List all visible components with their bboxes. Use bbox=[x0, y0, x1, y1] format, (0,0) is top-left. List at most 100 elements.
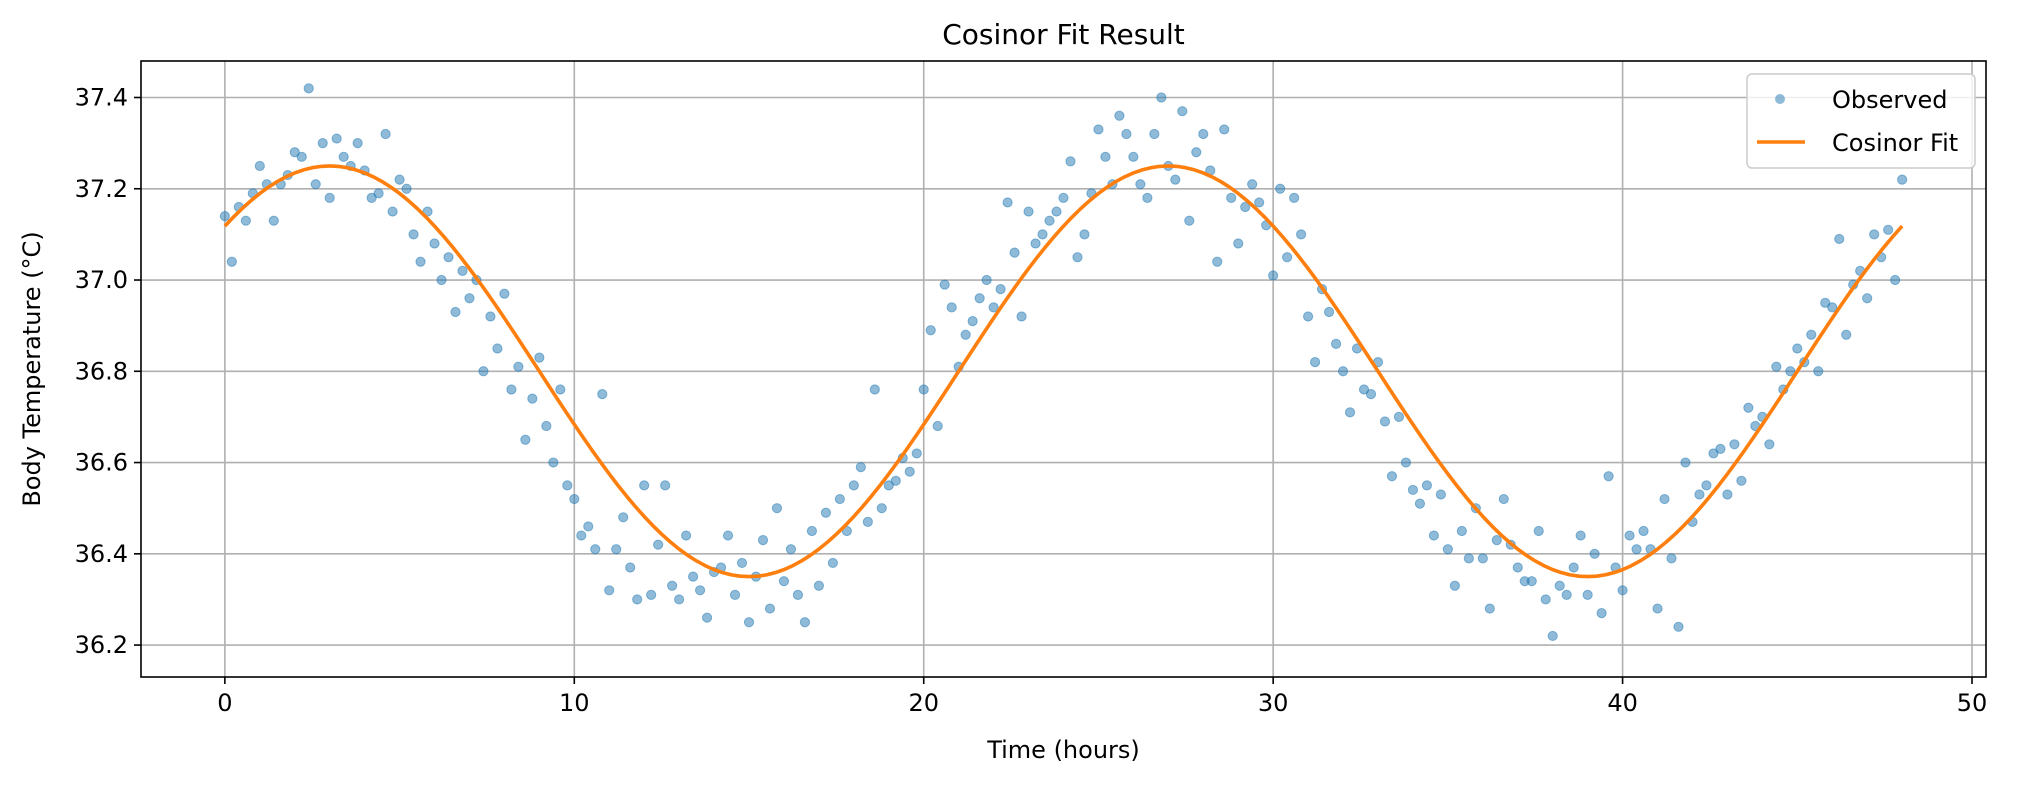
observed-point bbox=[1729, 439, 1740, 450]
observed-point bbox=[855, 462, 866, 473]
y-tick-label: 37.4 bbox=[75, 84, 128, 112]
observed-point bbox=[1617, 585, 1628, 596]
observed-point bbox=[785, 544, 797, 555]
observed-point bbox=[1701, 480, 1712, 491]
observed-point bbox=[1659, 493, 1670, 505]
observed-point bbox=[925, 325, 936, 336]
observed-point bbox=[1421, 480, 1433, 491]
observed-point bbox=[757, 535, 769, 546]
cosinor-fit-line bbox=[223, 164, 1904, 579]
observed-point bbox=[1743, 402, 1754, 413]
observed-point bbox=[408, 229, 419, 240]
observed-point bbox=[883, 480, 894, 491]
observed-point bbox=[625, 562, 636, 573]
observed-point bbox=[513, 361, 524, 372]
observed-point bbox=[1834, 233, 1845, 245]
observed-point bbox=[1890, 274, 1901, 286]
x-axis-label: Time (hours) bbox=[986, 736, 1140, 764]
observed-point bbox=[1862, 293, 1873, 304]
observed-point bbox=[1323, 306, 1335, 318]
observed-point bbox=[380, 128, 391, 140]
observed-point bbox=[429, 238, 440, 249]
observed-point bbox=[674, 594, 685, 605]
observed-point bbox=[653, 539, 664, 550]
observed-point bbox=[1379, 416, 1391, 427]
observed-point bbox=[1268, 270, 1279, 281]
observed-point bbox=[1093, 124, 1104, 135]
observed-point bbox=[701, 612, 713, 623]
observed-point bbox=[254, 160, 265, 172]
observed-point bbox=[1072, 252, 1083, 263]
observed-point bbox=[1694, 489, 1705, 500]
observed-point bbox=[1100, 151, 1111, 162]
observed-point bbox=[681, 530, 692, 541]
observed-point bbox=[639, 480, 650, 491]
observed-point bbox=[499, 288, 510, 299]
observed-point bbox=[1037, 229, 1048, 240]
observed-point bbox=[1813, 366, 1824, 377]
observed-point bbox=[960, 329, 971, 340]
observed-point bbox=[1303, 311, 1314, 322]
plot-area-frame bbox=[140, 60, 1987, 678]
observed-point bbox=[618, 512, 629, 523]
observed-point bbox=[1198, 128, 1209, 140]
observed-point bbox=[310, 179, 321, 190]
observed-point bbox=[1289, 192, 1300, 203]
observed-point bbox=[401, 183, 412, 194]
observed-point bbox=[869, 384, 880, 395]
observed-point bbox=[562, 480, 573, 491]
observed-point bbox=[1156, 92, 1167, 103]
observed-point bbox=[1652, 603, 1663, 614]
observed-point bbox=[555, 384, 566, 395]
observed-point bbox=[1282, 252, 1293, 263]
observed-point bbox=[1463, 553, 1474, 564]
observed-point bbox=[1603, 471, 1614, 482]
observed-point bbox=[1673, 621, 1684, 632]
observed-point bbox=[541, 420, 552, 432]
legend-marker-observed bbox=[1775, 94, 1785, 104]
observed-point bbox=[1296, 229, 1307, 240]
observed-point bbox=[632, 594, 643, 605]
observed-point bbox=[226, 256, 237, 267]
observed-point bbox=[611, 544, 622, 555]
observed-point bbox=[1365, 388, 1377, 400]
observed-point bbox=[1477, 553, 1488, 564]
observed-point bbox=[240, 215, 251, 226]
observed-point bbox=[1023, 206, 1034, 217]
observed-point bbox=[946, 302, 957, 313]
observed-point bbox=[1030, 238, 1041, 249]
observed-point bbox=[1212, 256, 1223, 267]
observed-point bbox=[1638, 525, 1649, 537]
x-tick-label: 30 bbox=[1258, 689, 1289, 717]
observed-point bbox=[820, 507, 831, 518]
observed-point bbox=[1827, 302, 1838, 313]
observed-point bbox=[1624, 530, 1635, 541]
observed-point bbox=[289, 147, 300, 158]
observed-point bbox=[1806, 329, 1817, 340]
y-tick-label: 37.0 bbox=[75, 266, 128, 294]
observed-point bbox=[506, 384, 517, 395]
observed-point bbox=[1568, 562, 1579, 573]
observed-point bbox=[1547, 630, 1558, 642]
observed-point bbox=[1309, 357, 1321, 368]
observed-point bbox=[1337, 366, 1349, 377]
observed-point bbox=[1079, 229, 1090, 240]
observed-point bbox=[939, 279, 950, 290]
observed-point bbox=[296, 151, 307, 162]
observed-point bbox=[1841, 329, 1852, 340]
observed-point bbox=[604, 585, 615, 596]
observed-point bbox=[813, 580, 824, 591]
observed-point bbox=[450, 306, 461, 318]
observed-point bbox=[743, 617, 755, 628]
observed-point bbox=[1247, 179, 1258, 190]
observed-point bbox=[1666, 553, 1677, 564]
observed-point bbox=[1582, 589, 1593, 600]
observed-point bbox=[1330, 338, 1342, 350]
observed-point bbox=[1344, 407, 1356, 418]
observed-point bbox=[1428, 530, 1439, 541]
observed-point bbox=[1554, 580, 1565, 591]
observed-point bbox=[736, 557, 748, 569]
observed-point bbox=[1135, 179, 1146, 190]
